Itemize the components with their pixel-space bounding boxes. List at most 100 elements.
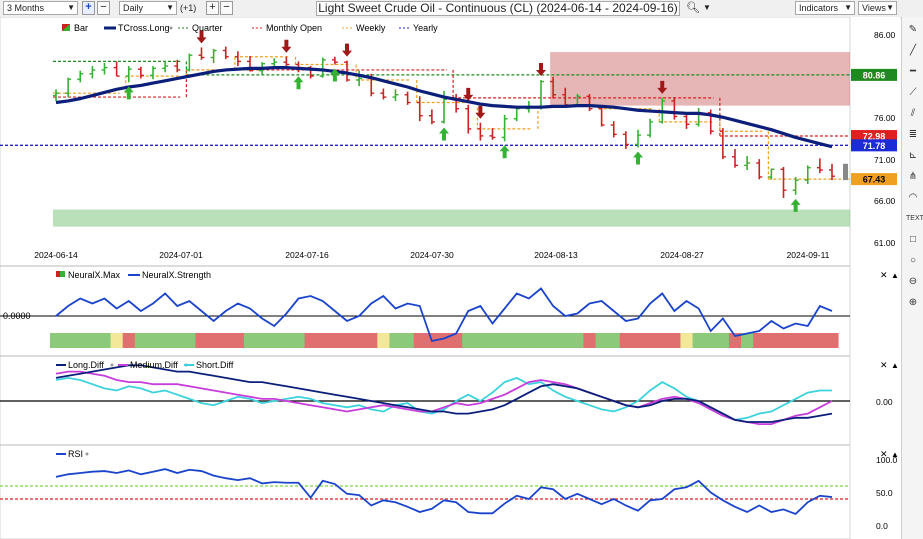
search-icon[interactable]: 🔍︎ <box>686 2 700 14</box>
sell-arrow-icon <box>536 63 546 77</box>
drawing-toolbar: ✎ ╱ ━ ⟋ ⫽ ≣ ⊾ ⋔ ◠ TEXT □ ○ ⊖ ⊕ <box>901 17 923 539</box>
neural-legend: NeuralX.Max NeuralX.Strength 0.0000 <box>3 270 211 321</box>
indicators-button[interactable]: Indicators ▼ <box>795 1 855 15</box>
close-icon[interactable]: ✕ <box>880 360 888 370</box>
chevron-down-icon: ▼ <box>886 3 894 12</box>
channel-tool-icon[interactable]: ⫽ <box>910 108 916 119</box>
neural-max-cell <box>86 333 99 348</box>
date-label: 2024-08-27 <box>660 250 704 260</box>
pencil-icon[interactable]: ✎ <box>908 24 918 35</box>
neural-max-cell <box>559 333 572 348</box>
zoom-in-icon[interactable]: ⊕ <box>908 297 918 308</box>
neural-max-cell <box>353 333 366 348</box>
rsi-legend: RSI 100.0 50.0 0.0 <box>56 449 898 531</box>
neural-max-cell <box>607 333 621 348</box>
dot-icon <box>110 363 114 367</box>
price-badge <box>851 173 897 186</box>
sell-arrow-icon <box>657 80 668 94</box>
neural-max-cell <box>207 333 221 348</box>
indicators-label: Indicators <box>799 3 839 13</box>
neural-max-cell <box>547 333 560 348</box>
date-label: 2024-08-13 <box>534 250 578 260</box>
ellipse-tool-icon[interactable]: ○ <box>909 255 917 266</box>
neural-max-cell <box>765 333 778 348</box>
date-label: 2024-07-01 <box>159 250 203 260</box>
neural-max-cell <box>692 333 706 348</box>
neural-max-cell <box>656 333 669 348</box>
neural-max-cell <box>340 333 354 348</box>
neural-max-cell <box>62 333 75 348</box>
interval-select[interactable]: Daily ▼ <box>119 1 177 15</box>
gann-tool-icon[interactable]: ⊾ <box>908 150 918 161</box>
text-tool-icon[interactable]: TEXT <box>906 215 923 222</box>
zone-rect <box>53 209 850 227</box>
chevron-down-icon: ▼ <box>67 3 75 12</box>
chevron-up-icon[interactable]: ▲ <box>891 271 899 280</box>
neural-max-swatch-down <box>56 271 60 277</box>
neural-max-cell <box>534 333 548 348</box>
neural-max-cell <box>522 333 536 348</box>
ray-tool-icon[interactable]: ⟋ <box>909 87 917 98</box>
neural-max-cell <box>316 333 330 348</box>
timeframe-select[interactable]: 3 Months ▼ <box>3 1 78 15</box>
add-bar-button[interactable]: + <box>206 1 219 15</box>
close-icon[interactable]: ✕ <box>880 270 888 280</box>
neural-max-cell <box>280 333 293 348</box>
close-icon[interactable]: ✕ <box>880 449 888 459</box>
buy-arrow-icon <box>633 151 643 165</box>
price-badge-label: 72.98 <box>863 132 886 142</box>
arc-tool-icon[interactable]: ◠ <box>908 192 918 203</box>
neural-strength-line <box>55 287 833 343</box>
legend-neural-strength: NeuralX.Strength <box>142 270 211 280</box>
add-timeframe-button[interactable]: + <box>82 1 95 15</box>
pitchfork-icon[interactable]: ⋔ <box>908 171 918 182</box>
chevron-down-icon: ▼ <box>166 3 174 12</box>
neural-max-cell <box>292 333 306 348</box>
price-badge-label: 71.78 <box>863 141 886 151</box>
neural-max-cell <box>219 333 233 348</box>
neural-max-cell <box>813 333 827 348</box>
neural-max-cell <box>462 333 475 348</box>
views-label: Views <box>862 3 886 13</box>
buy-arrow-icon <box>293 76 304 90</box>
price-axis: 86.00 76.00 71.00 66.00 61.00 <box>874 30 896 248</box>
fibonacci-icon[interactable]: ≣ <box>908 129 918 140</box>
neural-max-cell <box>789 333 803 348</box>
rsi-label: 50.0 <box>876 488 893 498</box>
chart-title[interactable]: Light Sweet Crude Oil - Continuous (CL) … <box>316 1 680 16</box>
toolbar: 3 Months ▼ + − Daily ▼ (+1) + − Light Sw… <box>0 0 923 18</box>
remove-bar-button[interactable]: − <box>220 1 233 15</box>
neural-max-cell <box>595 333 609 348</box>
views-button[interactable]: Views ▼ <box>858 1 897 15</box>
zoom-out-icon[interactable]: ⊖ <box>908 276 918 287</box>
line-tool-icon[interactable]: ╱ <box>909 45 917 56</box>
rectangle-tool-icon[interactable]: □ <box>909 234 917 245</box>
neural-max-cell <box>74 333 87 348</box>
price-badge <box>851 130 897 143</box>
neural-max-cell <box>437 333 451 348</box>
rsi-line <box>55 468 833 515</box>
sell-arrow-icon <box>463 87 474 101</box>
chevron-down-icon[interactable]: ▼ <box>703 3 711 12</box>
date-label: 2024-07-16 <box>285 250 329 260</box>
neural-max-cell <box>231 333 245 348</box>
sell-arrow-icon <box>196 30 207 44</box>
legend-rsi: RSI <box>68 449 83 459</box>
sell-arrow-icon <box>281 39 292 53</box>
chevron-up-icon[interactable]: ▲ <box>891 361 899 370</box>
legend-monthly: Monthly Open <box>266 23 322 33</box>
neural-max-cell <box>668 333 681 348</box>
price-badge-label: 67.43 <box>863 175 886 185</box>
price-label: 86.00 <box>874 30 896 40</box>
neural-max-cell <box>413 333 427 348</box>
chevron-up-icon[interactable]: ▲ <box>891 450 899 459</box>
remove-timeframe-button[interactable]: − <box>97 1 110 15</box>
neural-max-cell <box>741 333 754 348</box>
horizontal-line-icon[interactable]: ━ <box>909 66 917 77</box>
dot-icon <box>85 452 89 456</box>
sell-arrow-icon <box>475 105 486 119</box>
diff-legend: Long.Diff Medium.Diff Short.Diff 0.00 <box>56 360 893 407</box>
legend-long-diff: Long.Diff <box>68 360 104 370</box>
legend-yearly: Yearly <box>413 23 438 33</box>
